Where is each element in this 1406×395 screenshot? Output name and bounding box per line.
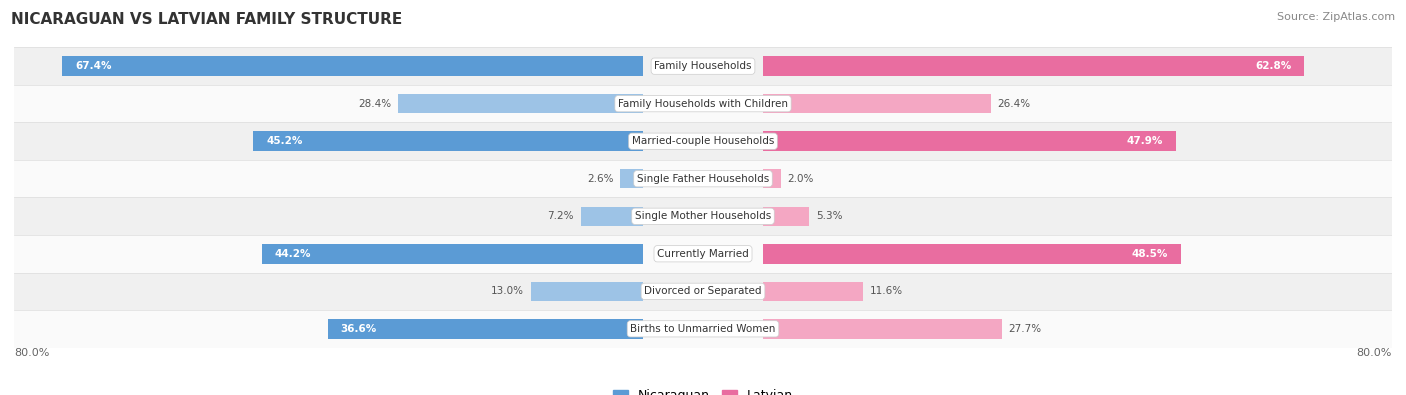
Text: 48.5%: 48.5% [1132, 249, 1168, 259]
Text: 36.6%: 36.6% [340, 324, 377, 334]
Bar [581, 207, 643, 226]
Bar [14, 160, 1392, 198]
Text: 67.4%: 67.4% [75, 61, 111, 71]
Bar [763, 207, 808, 226]
Bar [14, 273, 1392, 310]
Text: 28.4%: 28.4% [359, 99, 391, 109]
Bar [14, 310, 1392, 348]
Text: 7.2%: 7.2% [547, 211, 574, 221]
Text: Family Households: Family Households [654, 61, 752, 71]
Bar [14, 198, 1392, 235]
Bar [398, 94, 643, 113]
Bar [14, 122, 1392, 160]
Bar [62, 56, 643, 76]
Text: 26.4%: 26.4% [997, 99, 1031, 109]
Text: 44.2%: 44.2% [276, 249, 312, 259]
Bar [763, 282, 863, 301]
Bar [763, 94, 991, 113]
Bar [14, 85, 1392, 122]
Text: Currently Married: Currently Married [657, 249, 749, 259]
Text: Births to Unmarried Women: Births to Unmarried Women [630, 324, 776, 334]
Bar [763, 132, 1175, 151]
Bar [763, 169, 780, 188]
Text: Single Mother Households: Single Mother Households [636, 211, 770, 221]
Text: 2.0%: 2.0% [787, 174, 814, 184]
Bar [253, 132, 643, 151]
Bar [763, 319, 1002, 339]
Bar [14, 235, 1392, 273]
Text: 45.2%: 45.2% [266, 136, 302, 146]
Text: Source: ZipAtlas.com: Source: ZipAtlas.com [1277, 12, 1395, 22]
Text: 27.7%: 27.7% [1008, 324, 1042, 334]
Bar [262, 244, 643, 263]
Text: 62.8%: 62.8% [1256, 61, 1291, 71]
Text: 11.6%: 11.6% [870, 286, 903, 296]
Text: 13.0%: 13.0% [491, 286, 524, 296]
Text: 80.0%: 80.0% [14, 348, 49, 358]
Text: Married-couple Households: Married-couple Households [631, 136, 775, 146]
Bar [620, 169, 643, 188]
Legend: Nicaraguan, Latvian: Nicaraguan, Latvian [607, 384, 799, 395]
Bar [763, 244, 1181, 263]
Text: NICARAGUAN VS LATVIAN FAMILY STRUCTURE: NICARAGUAN VS LATVIAN FAMILY STRUCTURE [11, 12, 402, 27]
Text: Divorced or Separated: Divorced or Separated [644, 286, 762, 296]
Bar [531, 282, 643, 301]
Bar [763, 56, 1305, 76]
Bar [328, 319, 643, 339]
Bar [14, 47, 1392, 85]
Text: Single Father Households: Single Father Households [637, 174, 769, 184]
Text: 2.6%: 2.6% [586, 174, 613, 184]
Text: 80.0%: 80.0% [1357, 348, 1392, 358]
Text: 5.3%: 5.3% [815, 211, 842, 221]
Text: 47.9%: 47.9% [1126, 136, 1163, 146]
Text: Family Households with Children: Family Households with Children [619, 99, 787, 109]
